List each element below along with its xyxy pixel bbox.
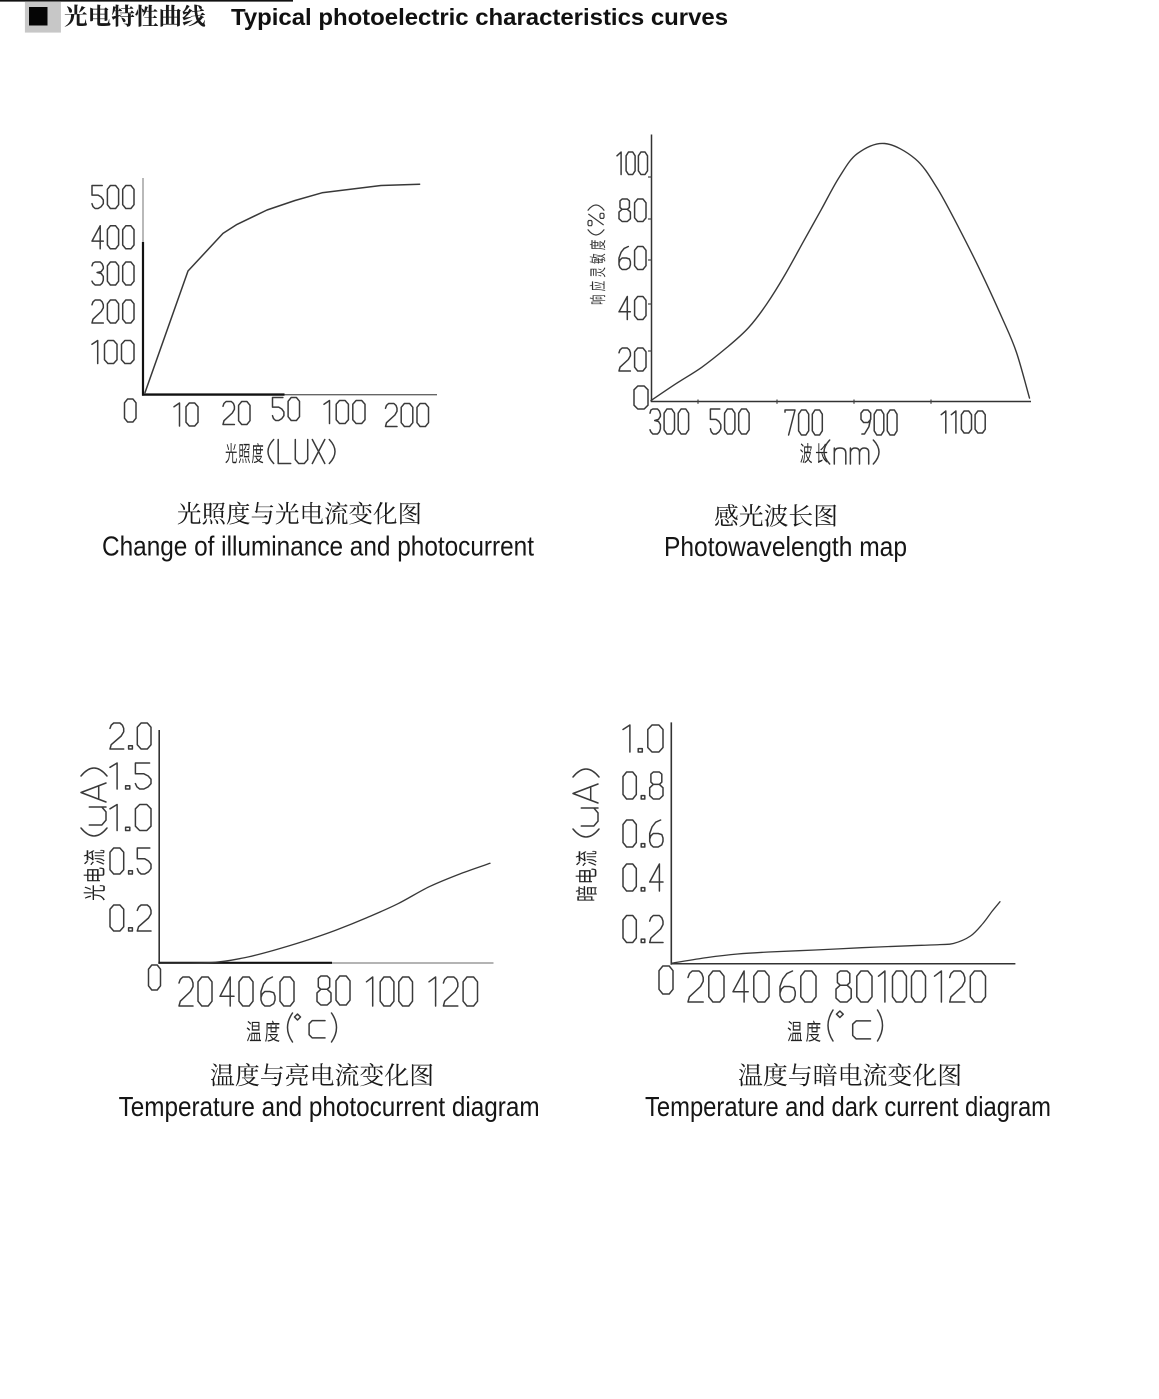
svg-text:Change of illuminance and phot: Change of illuminance and photocurrent: [102, 531, 534, 562]
svg-text:Temperature and dark current d: Temperature and dark current diagram: [645, 1091, 1051, 1122]
svg-text:Temperature and photocurrent d: Temperature and photocurrent diagram: [119, 1091, 540, 1122]
svg-text:Photowavelength map: Photowavelength map: [664, 531, 907, 562]
svg-text:Typical photoelectric characte: Typical photoelectric characteristics cu…: [231, 4, 728, 30]
